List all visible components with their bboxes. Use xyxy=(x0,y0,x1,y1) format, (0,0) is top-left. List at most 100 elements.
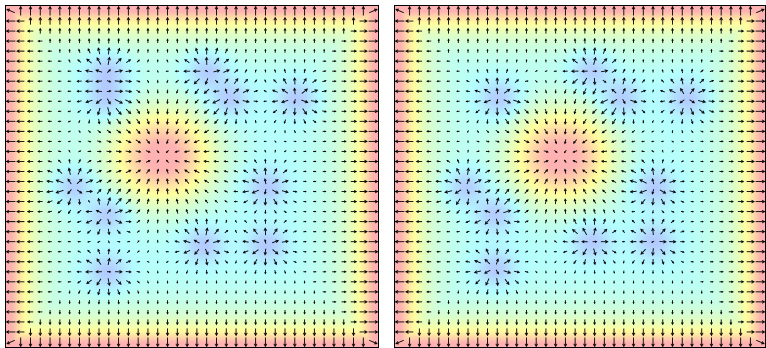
field-arrow-head xyxy=(515,38,518,41)
field-arrow-head xyxy=(692,200,695,203)
field-arrow-head xyxy=(353,260,358,264)
field-arrow-head xyxy=(353,129,358,133)
field-arrow-head xyxy=(721,110,724,113)
field-arrow-head xyxy=(76,270,80,274)
field-arrow-head xyxy=(426,110,429,113)
field-arrow xyxy=(496,118,499,124)
field-arrow-head xyxy=(741,210,745,214)
field-arrow-head xyxy=(274,302,277,305)
field-arrow-head xyxy=(602,6,607,10)
field-arrow-head xyxy=(631,6,636,10)
field-arrow-head xyxy=(525,27,528,31)
field-arrow-head xyxy=(176,291,179,295)
field-arrow-head xyxy=(446,140,449,143)
field-arrow xyxy=(213,108,220,115)
field-arrow-head xyxy=(437,27,441,31)
field-arrow-head xyxy=(486,121,489,125)
field-arrow-head xyxy=(395,159,399,164)
field-arrow-head xyxy=(554,59,557,62)
field-arrow-head xyxy=(67,167,72,172)
field-arrow-head xyxy=(243,169,246,173)
field-arrow-head xyxy=(38,6,43,10)
field-arrow xyxy=(166,188,169,195)
field-arrow xyxy=(601,150,608,153)
field-arrow-head xyxy=(57,150,60,153)
field-arrow-head xyxy=(563,168,567,172)
field-arrow-head xyxy=(622,229,625,232)
field-arrow-head xyxy=(456,140,459,143)
field-arrow-head xyxy=(711,89,715,93)
field-arrow-head xyxy=(426,100,429,103)
field-arrow xyxy=(592,88,597,95)
field-arrow-head xyxy=(515,48,518,52)
field-arrow-head xyxy=(632,38,635,41)
field-arrow-head xyxy=(751,290,755,294)
field-arrow-head xyxy=(26,109,31,113)
field-arrow-head xyxy=(57,60,60,63)
field-arrow-head xyxy=(622,121,626,125)
field-arrow-head xyxy=(184,59,188,62)
field-arrow-head xyxy=(322,332,326,337)
field-arrow-head xyxy=(476,312,479,315)
field-arrow-head xyxy=(263,27,267,31)
field-arrow-head xyxy=(214,120,218,124)
field-arrow-head xyxy=(497,179,500,183)
field-arrow xyxy=(524,189,529,194)
field-arrow-head xyxy=(652,121,654,124)
field-arrow-head xyxy=(234,251,237,254)
field-arrow-head xyxy=(701,120,704,124)
field-arrow-head xyxy=(16,280,20,284)
field-arrow-head xyxy=(107,121,111,125)
field-arrow-head xyxy=(631,140,634,143)
field-arrow-head xyxy=(264,158,267,162)
field-arrow-head xyxy=(554,111,558,115)
field-arrow-head xyxy=(751,229,755,234)
field-arrow-head xyxy=(364,229,368,234)
field-arrow-head xyxy=(274,158,277,162)
field-arrow-head xyxy=(343,89,347,93)
field-arrow-head xyxy=(119,209,124,213)
field-arrow-head xyxy=(456,201,460,206)
field-arrow-head xyxy=(731,290,734,294)
field-arrow-head xyxy=(731,250,734,253)
field-arrow-head xyxy=(436,70,439,73)
field-arrow-head xyxy=(314,190,317,193)
field-arrow-head xyxy=(302,343,307,347)
field-arrow-head xyxy=(484,209,488,213)
field-arrow-head xyxy=(535,130,539,134)
field-arrow-head xyxy=(117,120,121,125)
field-arrow-head xyxy=(613,291,616,295)
field-arrow-head xyxy=(322,38,326,41)
field-arrow-head xyxy=(244,16,248,21)
field-arrow xyxy=(444,190,453,193)
field-arrow xyxy=(514,150,520,153)
field-arrow-head xyxy=(475,240,478,243)
field-arrow-head xyxy=(426,69,429,73)
field-arrow xyxy=(601,129,607,134)
field-arrow xyxy=(204,119,209,124)
field-arrow-head xyxy=(457,312,460,315)
field-arrow xyxy=(203,99,210,104)
field-arrow xyxy=(436,190,442,193)
field-arrow-head xyxy=(284,271,287,274)
field-arrow-head xyxy=(611,111,615,116)
field-arrow-head xyxy=(226,250,230,254)
field-arrow-head xyxy=(497,170,501,173)
field-arrow xyxy=(243,109,248,114)
field-arrow-head xyxy=(224,200,227,203)
field-arrow-head xyxy=(214,332,219,337)
field-arrow-head xyxy=(446,280,449,283)
field-arrow-head xyxy=(16,149,20,154)
field-arrow-head xyxy=(672,140,675,143)
field-arrow-head xyxy=(304,240,307,243)
field-arrow-head xyxy=(68,312,71,315)
field-arrow-head xyxy=(621,200,624,203)
field-arrow-head xyxy=(661,312,664,315)
field-arrow-head xyxy=(457,48,460,51)
field-arrow-head xyxy=(563,141,567,145)
field-arrow xyxy=(513,90,520,93)
field-arrow-head xyxy=(583,27,587,31)
field-arrow xyxy=(185,189,189,194)
field-arrow xyxy=(485,228,490,235)
field-arrow-head xyxy=(341,6,346,10)
